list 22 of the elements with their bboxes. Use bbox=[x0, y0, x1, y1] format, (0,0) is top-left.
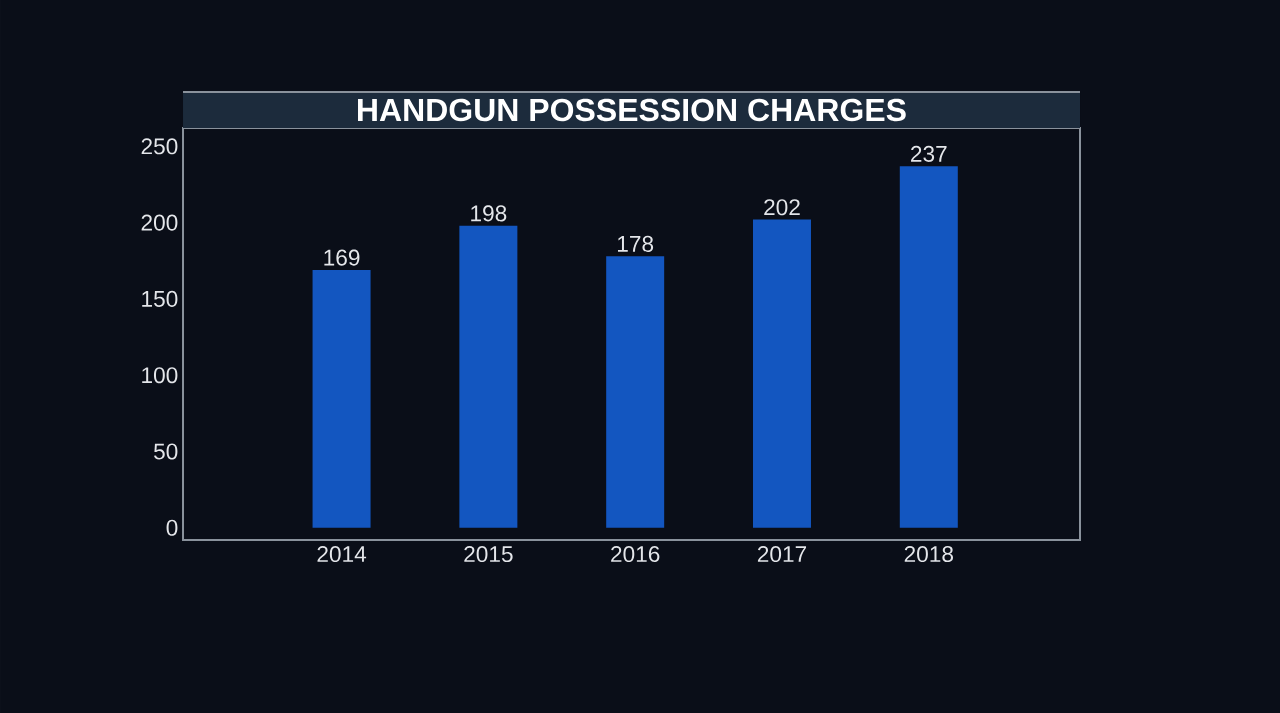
x-tick-label: 2018 bbox=[904, 546, 954, 563]
x-tick-label: 2016 bbox=[611, 546, 660, 563]
data-label: 198 bbox=[471, 205, 507, 222]
y-tick-label: 100 bbox=[142, 367, 178, 384]
x-tick-label: 2014 bbox=[317, 546, 367, 563]
data-label: 237 bbox=[911, 145, 947, 162]
x-tick-label: 2017 bbox=[757, 546, 807, 563]
bar bbox=[752, 219, 811, 528]
y-tick-label: 0 bbox=[166, 519, 178, 536]
x-tick-label: 2015 bbox=[464, 546, 513, 563]
chart-title: HANDGUN POSSESSION CHARGES bbox=[358, 98, 906, 122]
y-tick-label: 150 bbox=[142, 290, 178, 307]
data-label: 169 bbox=[324, 249, 360, 266]
y-tick-label: 50 bbox=[153, 443, 178, 460]
y-tick-label: 250 bbox=[141, 138, 178, 155]
y-tick-label: 200 bbox=[141, 214, 178, 231]
bar bbox=[459, 225, 518, 528]
data-label: 178 bbox=[618, 235, 654, 252]
data-label: 202 bbox=[764, 199, 800, 216]
bar bbox=[606, 256, 665, 528]
bar bbox=[899, 166, 958, 528]
bar bbox=[312, 269, 371, 528]
